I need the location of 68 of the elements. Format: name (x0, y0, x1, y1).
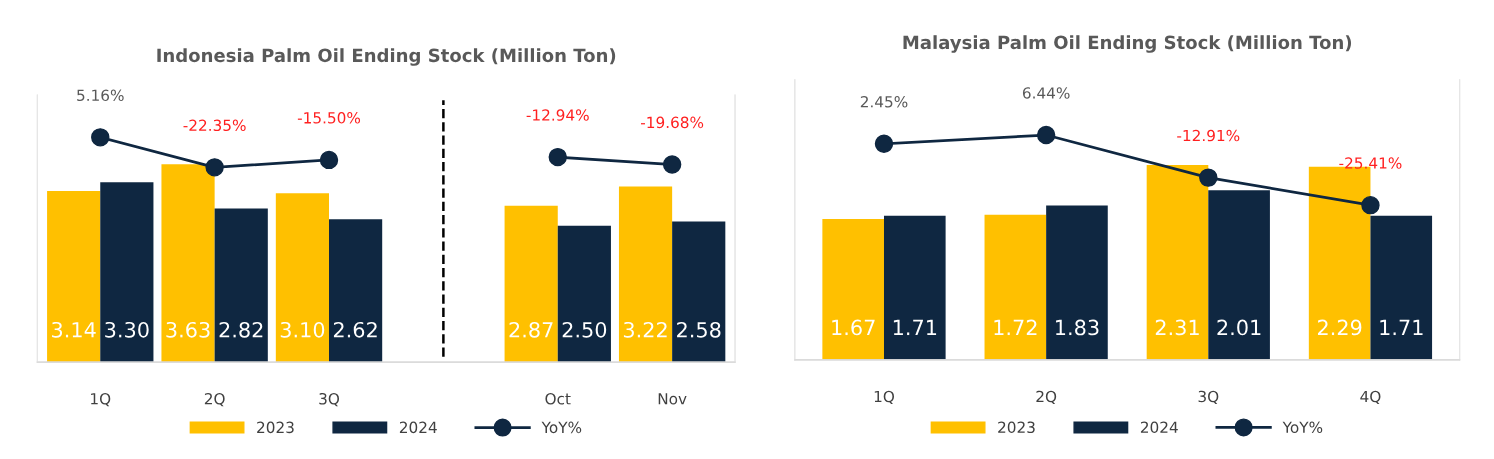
point (205, 158, 224, 177)
bar (883, 215, 946, 360)
point (548, 147, 567, 167)
bar (275, 193, 330, 363)
data-label: 1.71 (893, 319, 937, 336)
bar (47, 190, 101, 363)
data-label: 2.29 (1317, 319, 1362, 336)
bar (329, 219, 383, 363)
data-label: 5.16% (77, 89, 124, 102)
chart-title: Indonesia Palm Oil Ending Stock (Million Ton) (157, 48, 616, 66)
data-label: -15.50% (297, 112, 361, 124)
data-label: 2.01 (1217, 319, 1261, 336)
data-label: 3.63 (166, 321, 210, 338)
x-tick-label: 2Q (1036, 390, 1057, 404)
bar (504, 205, 558, 363)
point (319, 150, 339, 170)
legend-label: 2024 (399, 421, 437, 434)
point (662, 155, 682, 174)
data-label: 1.83 (1056, 319, 1099, 336)
legend-label: YoY% (1282, 421, 1323, 434)
data-label: -25.41% (1339, 157, 1402, 169)
x-tick-label: 2Q (204, 392, 225, 407)
bar (100, 182, 154, 363)
point (91, 128, 110, 147)
data-label: -22.35% (183, 119, 246, 132)
data-label: 2.82 (219, 321, 263, 338)
data-label: 2.31 (1155, 319, 1199, 336)
point (1199, 168, 1218, 187)
data-label: 1.67 (832, 319, 875, 336)
legend-label: 2024 (1140, 421, 1178, 434)
data-label: -12.91% (1177, 129, 1240, 142)
x-tick-label: 1Q (91, 392, 111, 407)
bar (984, 214, 1047, 360)
legend-label: YoY% (541, 421, 582, 434)
data-label: 6.44% (1022, 87, 1070, 99)
data-label: 2.50 (562, 321, 607, 338)
bar (822, 219, 884, 360)
data-label: 3.10 (280, 321, 325, 338)
data-label: 2.58 (677, 321, 721, 338)
bar (672, 221, 726, 363)
legend-label: 2023 (257, 421, 294, 434)
chart-title: Malaysia Palm Oil Ending Stock (Million Ton) (903, 35, 1352, 53)
x-tick-label: 3Q (1198, 390, 1219, 404)
bar (618, 186, 673, 363)
x-tick-label: 1Q (874, 390, 895, 404)
data-label: 2.62 (333, 321, 377, 338)
data-label: 3.22 (623, 321, 667, 338)
bar (161, 164, 215, 363)
x-tick-label: Nov (658, 393, 687, 405)
point (874, 134, 894, 154)
x-tick-label: Oct (545, 392, 571, 405)
x-tick-label: 3Q (319, 392, 340, 407)
data-label: 3.14 (52, 321, 96, 338)
bar (1046, 205, 1108, 360)
bar (214, 208, 268, 363)
bar (1146, 165, 1209, 360)
data-label: 2.87 (509, 321, 553, 338)
legend-label: 2023 (998, 421, 1035, 434)
data-label: 1.72 (994, 319, 1037, 336)
bar (557, 225, 611, 363)
point (1361, 195, 1380, 215)
data-label: 3.30 (105, 321, 149, 338)
data-label: 1.71 (1380, 319, 1423, 336)
data-label: 2.45% (860, 95, 908, 108)
point (1036, 125, 1056, 145)
x-tick-label: 4Q (1360, 390, 1381, 404)
data-label: -19.68% (641, 116, 704, 129)
data-label: -12.94% (526, 109, 589, 121)
